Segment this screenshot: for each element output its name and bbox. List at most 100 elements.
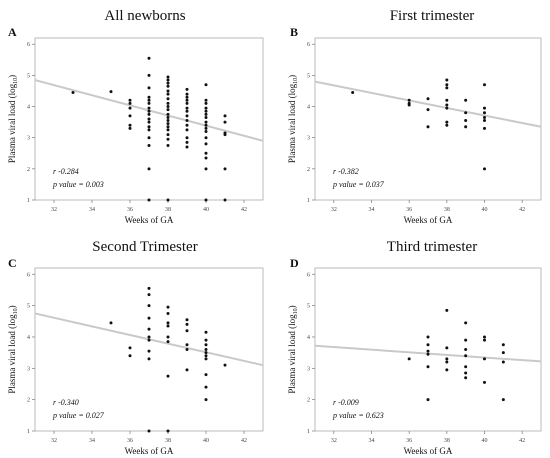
data-point [166, 198, 170, 202]
data-point [147, 286, 151, 290]
data-point [147, 112, 151, 116]
y-tick-label: 6 [27, 42, 30, 48]
panel-title: First trimester [390, 8, 475, 24]
y-tick-label: 4 [307, 105, 310, 111]
data-point [204, 198, 208, 202]
data-point [204, 129, 208, 133]
data-point [166, 335, 170, 339]
data-point [204, 106, 208, 110]
data-point [166, 133, 170, 137]
data-point [407, 98, 411, 102]
stat-p-value: p value = 0.027 [52, 411, 105, 420]
data-point [204, 83, 208, 87]
data-point [128, 126, 132, 130]
y-tick-label: 1 [27, 198, 30, 204]
regression-line [314, 80, 542, 128]
x-tick-label: 40 [482, 438, 488, 444]
data-point [464, 371, 468, 375]
data-point [185, 92, 189, 96]
data-point [185, 101, 189, 105]
data-point [223, 198, 227, 202]
data-point [128, 354, 132, 358]
data-point [483, 111, 486, 115]
data-point [483, 357, 486, 361]
data-point [204, 398, 208, 402]
data-point [464, 125, 468, 129]
y-tick-label: 1 [307, 198, 310, 204]
data-point [426, 335, 430, 339]
data-point [166, 311, 170, 315]
x-tick-label: 38 [444, 438, 450, 444]
data-point [204, 101, 208, 105]
data-point [483, 167, 486, 171]
data-point [147, 106, 151, 110]
data-point [147, 335, 151, 339]
x-axis-label: Weeks of GA [404, 215, 453, 225]
data-point [204, 348, 208, 351]
data-point [204, 373, 208, 377]
data-point [166, 112, 170, 116]
data-point [166, 119, 170, 123]
data-point [464, 321, 468, 325]
x-tick-label: 36 [406, 207, 412, 213]
data-point [128, 101, 132, 105]
data-point [407, 103, 411, 107]
data-point [147, 109, 151, 113]
x-tick-label: 32 [331, 438, 337, 444]
data-point [166, 324, 170, 328]
x-tick-label: 34 [89, 438, 95, 444]
data-point [147, 327, 151, 331]
y-tick-label: 2 [27, 398, 30, 404]
data-point [128, 98, 132, 102]
y-tick-label: 6 [307, 42, 310, 48]
data-point [166, 81, 170, 85]
y-tick-label: 3 [307, 136, 310, 142]
data-point [426, 97, 430, 101]
x-tick-label: 32 [331, 207, 337, 213]
data-point [426, 125, 430, 129]
x-tick-label: 32 [51, 438, 57, 444]
data-point [185, 140, 189, 144]
data-point [204, 151, 208, 155]
plot-frame [314, 37, 542, 201]
data-point [204, 354, 208, 358]
data-point [185, 318, 189, 322]
data-point [185, 329, 189, 333]
data-point [204, 357, 208, 361]
data-point [483, 335, 486, 339]
data-point [185, 114, 189, 118]
plot-frame [314, 267, 542, 432]
x-tick-label: 34 [369, 207, 375, 213]
data-point [166, 374, 170, 378]
stat-r-value: r -0.340 [53, 398, 79, 407]
data-point [483, 83, 486, 87]
x-axis-label: Weeks of GA [125, 215, 174, 225]
data-point [445, 86, 449, 90]
data-point [204, 338, 208, 342]
x-axis-label: Weeks of GA [404, 446, 453, 456]
data-point [166, 125, 170, 129]
data-point [204, 330, 208, 334]
data-point [109, 90, 113, 94]
x-tick-label: 42 [519, 207, 525, 213]
y-tick-label: 6 [307, 272, 310, 278]
data-point [147, 167, 151, 171]
data-point [185, 98, 189, 102]
data-point [166, 97, 170, 101]
stat-r-value: r -0.009 [333, 398, 359, 407]
data-point [501, 343, 505, 347]
data-point [71, 91, 75, 95]
data-point [166, 128, 170, 132]
y-axis-label: Plasma viral load (log10) [7, 75, 19, 163]
data-point [445, 123, 449, 127]
x-tick-label: 36 [127, 207, 133, 213]
stat-p-value: p value = 0.623 [332, 411, 384, 420]
data-point [426, 365, 430, 369]
x-tick-label: 34 [369, 438, 375, 444]
x-tick-label: 36 [127, 438, 133, 444]
data-point [204, 112, 208, 116]
data-point [426, 352, 430, 356]
data-point [483, 106, 486, 110]
data-point [501, 360, 505, 364]
